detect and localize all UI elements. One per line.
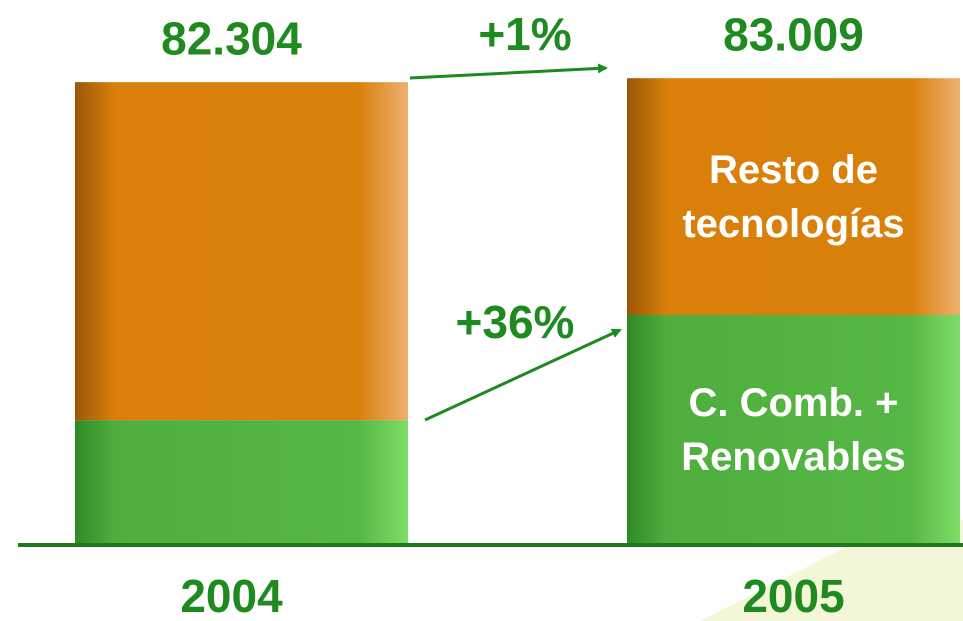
segment-label: Resto de tecnologías <box>682 147 905 246</box>
arrow <box>409 63 608 80</box>
total-label: 82.304 <box>161 12 302 64</box>
annotation: +36% <box>456 296 575 348</box>
bar-segment <box>627 78 960 315</box>
annotation: +1% <box>478 8 571 60</box>
arrow <box>424 328 622 422</box>
bar-segment <box>75 420 408 545</box>
segment-label: C. Comb. + Renovables <box>681 380 906 479</box>
bar-segment <box>75 82 408 421</box>
x-tick-label: 2004 <box>180 570 283 621</box>
bar-segment <box>627 314 960 545</box>
total-label: 83.009 <box>723 8 864 60</box>
x-tick-label: 2005 <box>742 570 844 621</box>
